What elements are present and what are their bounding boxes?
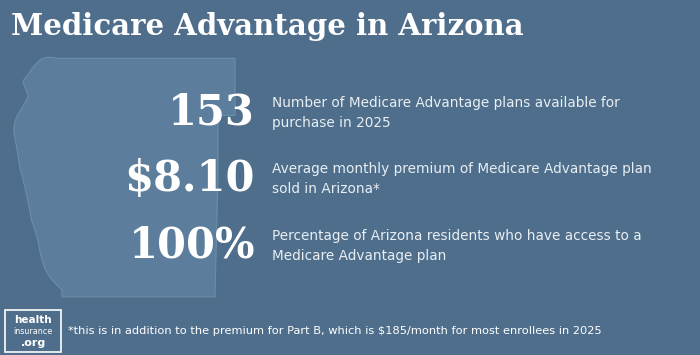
Text: .org: .org: [20, 338, 46, 348]
Text: 153: 153: [168, 92, 255, 134]
Text: Medicare Advantage in Arizona: Medicare Advantage in Arizona: [11, 12, 524, 41]
Text: 100%: 100%: [129, 225, 255, 267]
Text: $8.10: $8.10: [125, 158, 255, 200]
Text: health: health: [14, 315, 52, 324]
Polygon shape: [14, 58, 235, 297]
Text: Percentage of Arizona residents who have access to a
Medicare Advantage plan: Percentage of Arizona residents who have…: [272, 229, 642, 263]
Text: insurance: insurance: [13, 327, 52, 335]
Text: *this is in addition to the premium for Part B, which is $185/month for most enr: *this is in addition to the premium for …: [68, 326, 601, 336]
Text: Number of Medicare Advantage plans available for
purchase in 2025: Number of Medicare Advantage plans avail…: [272, 96, 620, 130]
Text: Average monthly premium of Medicare Advantage plan
sold in Arizona*: Average monthly premium of Medicare Adva…: [272, 162, 652, 196]
